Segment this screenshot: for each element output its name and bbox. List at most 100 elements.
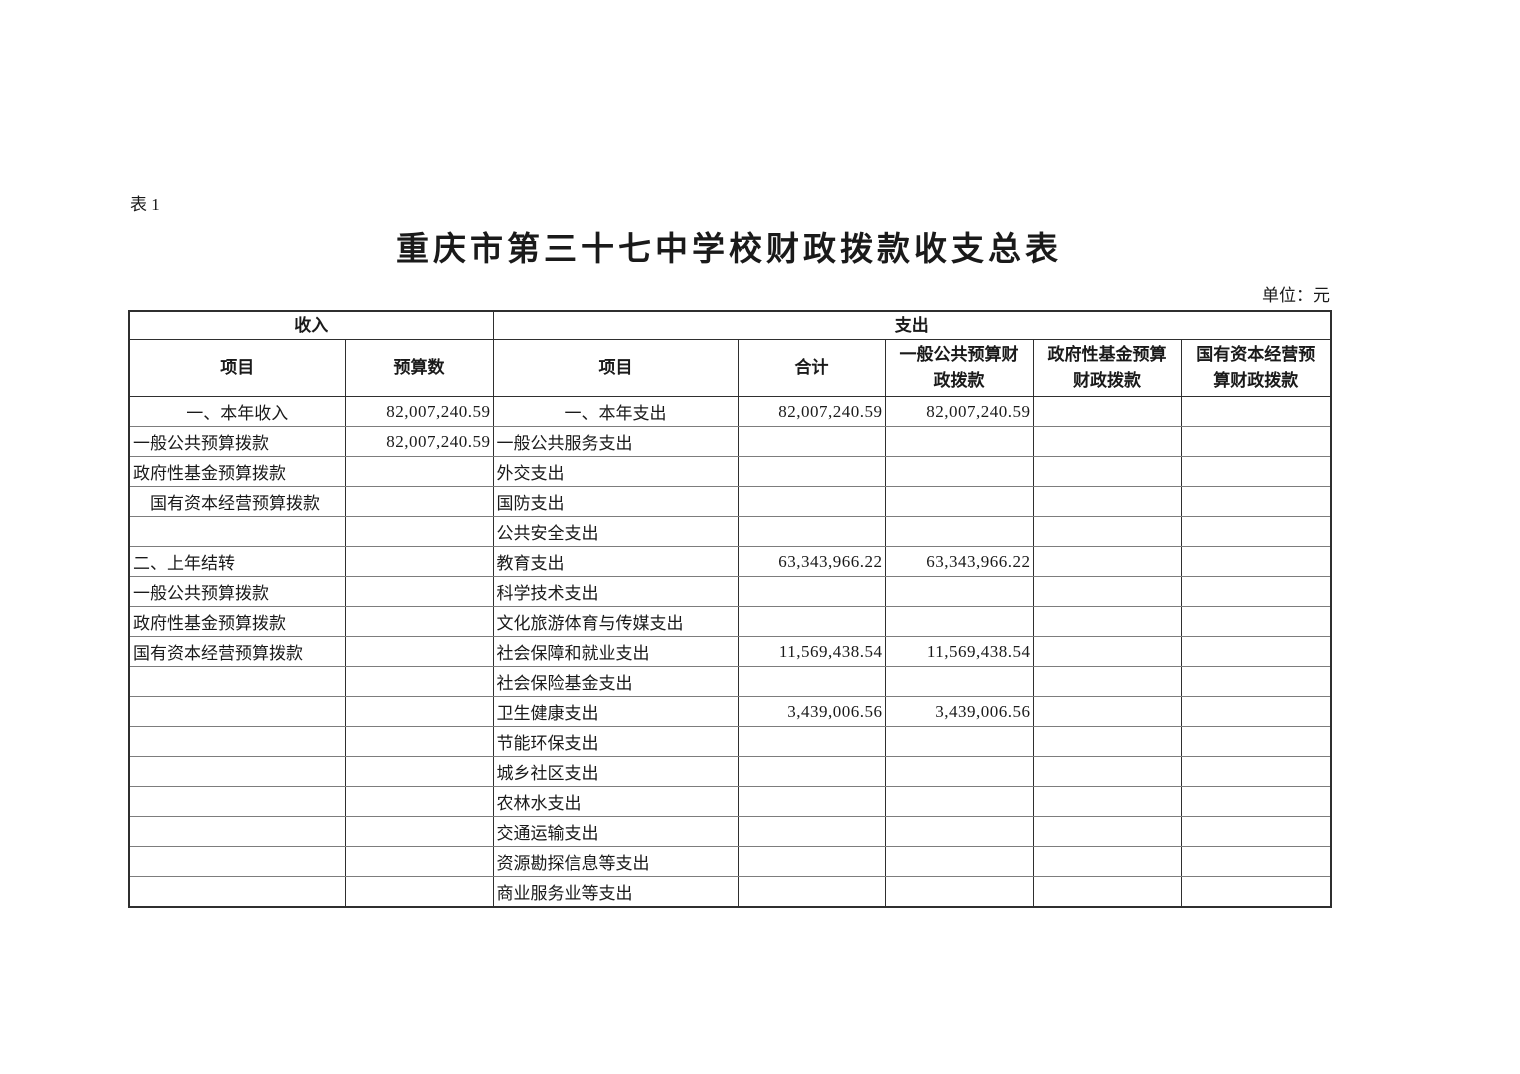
revenue-budget-cell: 82,007,240.59 xyxy=(344,396,494,427)
budget-summary-table: 收入 支出 项目 预算数 项目 合计 一般公共预算财政拨款 政府性基金预算财政拨… xyxy=(128,310,1333,908)
revenue-budget-cell xyxy=(344,456,494,487)
revenue-budget-cell xyxy=(344,696,494,727)
col-header-revenue-budget: 预算数 xyxy=(344,339,494,397)
table-row: 政府性基金预算拨款 外交支出 xyxy=(128,456,1332,487)
col-header-expenditure-item: 项目 xyxy=(492,339,739,397)
expenditure-total-cell xyxy=(737,876,886,908)
expenditure-total-cell: 11,569,438.54 xyxy=(737,636,886,667)
expenditure-total-cell xyxy=(737,516,886,547)
expenditure-section-header: 支出 xyxy=(492,310,1332,340)
general-public-budget-cell xyxy=(884,816,1034,847)
state-capital-budget-cell xyxy=(1180,396,1332,427)
revenue-budget-cell xyxy=(344,546,494,577)
state-capital-budget-cell xyxy=(1180,546,1332,577)
revenue-budget-cell xyxy=(344,816,494,847)
revenue-item-cell xyxy=(128,756,346,787)
col-header-revenue-item: 项目 xyxy=(128,339,346,397)
state-capital-budget-cell xyxy=(1180,876,1332,908)
state-capital-budget-cell xyxy=(1180,576,1332,607)
revenue-item-cell: 一般公共预算拨款 xyxy=(128,576,346,607)
col-header-expenditure-total: 合计 xyxy=(737,339,886,397)
revenue-item-cell xyxy=(128,816,346,847)
revenue-section-header: 收入 xyxy=(128,310,494,340)
expenditure-item-cell: 公共安全支出 xyxy=(492,516,739,547)
table-row: 城乡社区支出 xyxy=(128,756,1332,787)
gov-fund-budget-cell xyxy=(1032,726,1182,757)
state-capital-budget-cell xyxy=(1180,516,1332,547)
expenditure-total-cell xyxy=(737,576,886,607)
revenue-item-cell xyxy=(128,666,346,697)
section-header-row: 收入 支出 xyxy=(128,310,1332,340)
gov-fund-budget-cell xyxy=(1032,816,1182,847)
revenue-budget-cell xyxy=(344,636,494,667)
general-public-budget-cell xyxy=(884,786,1034,817)
gov-fund-budget-cell xyxy=(1032,546,1182,577)
expenditure-item-cell: 外交支出 xyxy=(492,456,739,487)
expenditure-item-cell: 一、本年支出 xyxy=(492,396,739,427)
gov-fund-budget-cell xyxy=(1032,396,1182,427)
expenditure-total-cell: 82,007,240.59 xyxy=(737,396,886,427)
expenditure-total-cell: 63,343,966.22 xyxy=(737,546,886,577)
table-row: 商业服务业等支出 xyxy=(128,876,1332,908)
expenditure-total-cell xyxy=(737,666,886,697)
expenditure-total-cell xyxy=(737,426,886,457)
general-public-budget-cell: 3,439,006.56 xyxy=(884,696,1034,727)
revenue-item-cell xyxy=(128,726,346,757)
table-row: 一般公共预算拨款 82,007,240.59 一般公共服务支出 xyxy=(128,426,1332,457)
table-row: 国有资本经营预算拨款 国防支出 xyxy=(128,486,1332,517)
general-public-budget-cell: 63,343,966.22 xyxy=(884,546,1034,577)
table-row: 资源勘探信息等支出 xyxy=(128,846,1332,877)
expenditure-total-cell xyxy=(737,816,886,847)
general-public-budget-cell xyxy=(884,726,1034,757)
general-public-budget-cell xyxy=(884,576,1034,607)
table-row: 二、上年结转 教育支出 63,343,966.22 63,343,966.22 xyxy=(128,546,1332,577)
general-public-budget-cell xyxy=(884,486,1034,517)
col-header-gov-fund-budget: 政府性基金预算财政拨款 xyxy=(1032,339,1182,397)
revenue-budget-cell xyxy=(344,486,494,517)
gov-fund-budget-cell xyxy=(1032,786,1182,817)
revenue-item-cell xyxy=(128,696,346,727)
expenditure-item-cell: 城乡社区支出 xyxy=(492,756,739,787)
expenditure-item-cell: 农林水支出 xyxy=(492,786,739,817)
expenditure-item-cell: 文化旅游体育与传媒支出 xyxy=(492,606,739,637)
expenditure-total-cell xyxy=(737,726,886,757)
state-capital-budget-cell xyxy=(1180,606,1332,637)
revenue-budget-cell xyxy=(344,516,494,547)
general-public-budget-cell xyxy=(884,516,1034,547)
revenue-budget-cell xyxy=(344,786,494,817)
expenditure-item-cell: 一般公共服务支出 xyxy=(492,426,739,457)
expenditure-total-cell xyxy=(737,846,886,877)
revenue-item-cell: 政府性基金预算拨款 xyxy=(128,456,346,487)
gov-fund-budget-cell xyxy=(1032,576,1182,607)
expenditure-total-cell xyxy=(737,456,886,487)
state-capital-budget-cell xyxy=(1180,636,1332,667)
general-public-budget-cell: 82,007,240.59 xyxy=(884,396,1034,427)
revenue-item-cell: 国有资本经营预算拨款 xyxy=(128,636,346,667)
general-public-budget-cell xyxy=(884,606,1034,637)
revenue-item-cell: 一般公共预算拨款 xyxy=(128,426,346,457)
gov-fund-budget-cell xyxy=(1032,426,1182,457)
gov-fund-budget-cell xyxy=(1032,516,1182,547)
gov-fund-budget-cell xyxy=(1032,636,1182,667)
state-capital-budget-cell xyxy=(1180,786,1332,817)
table-row: 节能环保支出 xyxy=(128,726,1332,757)
table-row: 社会保险基金支出 xyxy=(128,666,1332,697)
gov-fund-budget-cell xyxy=(1032,456,1182,487)
expenditure-total-cell xyxy=(737,756,886,787)
expenditure-item-cell: 教育支出 xyxy=(492,546,739,577)
revenue-budget-cell xyxy=(344,876,494,908)
state-capital-budget-cell xyxy=(1180,846,1332,877)
state-capital-budget-cell xyxy=(1180,726,1332,757)
revenue-item-cell xyxy=(128,516,346,547)
expenditure-item-cell: 社会保障和就业支出 xyxy=(492,636,739,667)
revenue-item-cell: 政府性基金预算拨款 xyxy=(128,606,346,637)
table-row: 国有资本经营预算拨款 社会保障和就业支出 11,569,438.54 11,56… xyxy=(128,636,1332,667)
col-header-general-public-budget: 一般公共预算财政拨款 xyxy=(884,339,1034,397)
table-row: 卫生健康支出 3,439,006.56 3,439,006.56 xyxy=(128,696,1332,727)
revenue-budget-cell xyxy=(344,726,494,757)
expenditure-total-cell xyxy=(737,786,886,817)
general-public-budget-cell xyxy=(884,846,1034,877)
expenditure-item-cell: 商业服务业等支出 xyxy=(492,876,739,908)
expenditure-item-cell: 交通运输支出 xyxy=(492,816,739,847)
